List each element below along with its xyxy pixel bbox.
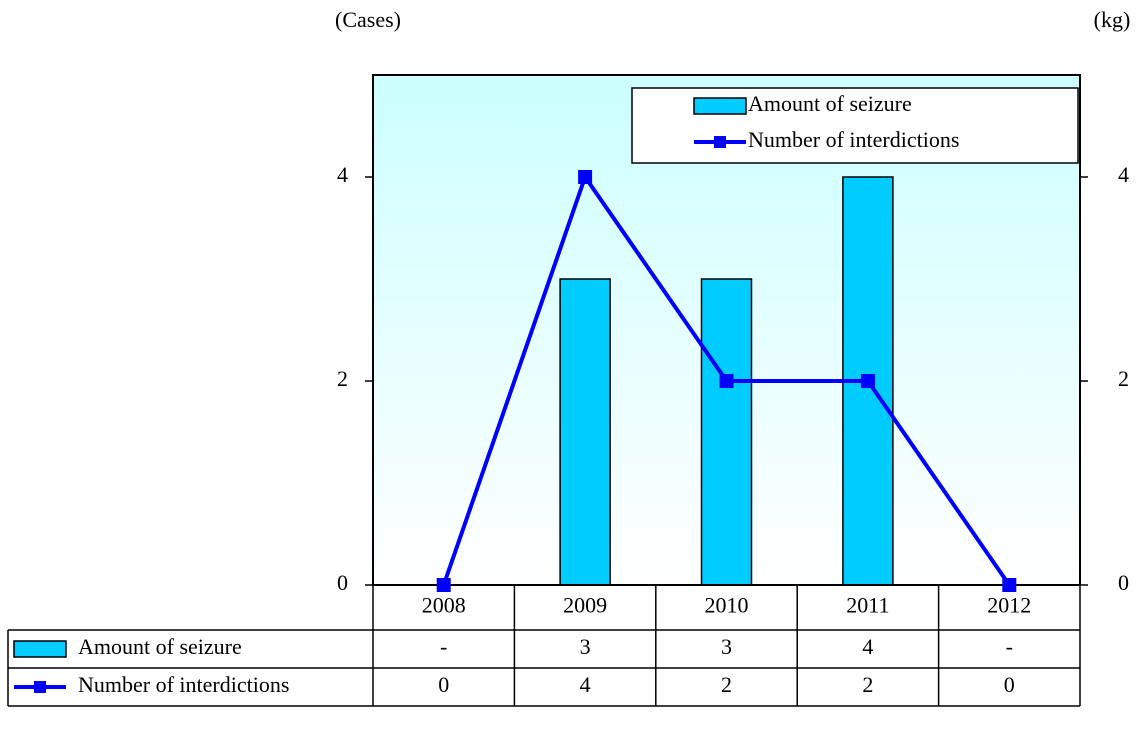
legend-marker [714, 136, 726, 148]
y-axis-label: (Cases) [335, 7, 401, 32]
line-marker [719, 374, 734, 388]
x-tick-label: 2008 [422, 593, 466, 618]
y2-axis-label: (kg) [1094, 7, 1131, 32]
bar [700, 278, 753, 586]
table-value: 4 [580, 672, 591, 697]
line-marker [578, 170, 593, 184]
table-value: 4 [862, 634, 873, 659]
y-tick-label: 4 [337, 162, 348, 187]
table-value: 3 [580, 634, 591, 659]
table-value: 3 [721, 634, 732, 659]
x-tick-label: 2012 [987, 593, 1031, 618]
bar [559, 278, 611, 586]
table-value: 0 [1004, 672, 1015, 697]
line-marker [860, 374, 875, 388]
x-tick-label: 2010 [705, 593, 749, 618]
plot-border [372, 74, 1081, 586]
legend-swatch [693, 97, 747, 115]
line-marker [436, 578, 451, 592]
legend-swatch [13, 640, 67, 658]
y-tick-label: 2 [337, 366, 348, 391]
table-value: 2 [721, 672, 732, 697]
legend-label: Amount of seizure [748, 91, 912, 116]
x-tick-label: 2009 [563, 593, 607, 618]
legend-marker [34, 681, 46, 693]
legend-label: Number of interdictions [748, 127, 959, 152]
table-value: - [440, 634, 447, 659]
y2-tick-label: 0 [1118, 570, 1129, 595]
table-row-label: Number of interdictions [78, 672, 289, 697]
x-tick-label: 2011 [846, 593, 889, 618]
y-tick-label: 0 [337, 570, 348, 595]
table-value: 0 [438, 672, 449, 697]
table-row-label: Amount of seizure [78, 634, 242, 659]
table-value: - [1006, 634, 1013, 659]
y2-tick-label: 4 [1118, 162, 1129, 187]
table-value: 2 [862, 672, 873, 697]
y2-tick-label: 2 [1118, 366, 1129, 391]
line-marker [1002, 578, 1017, 592]
